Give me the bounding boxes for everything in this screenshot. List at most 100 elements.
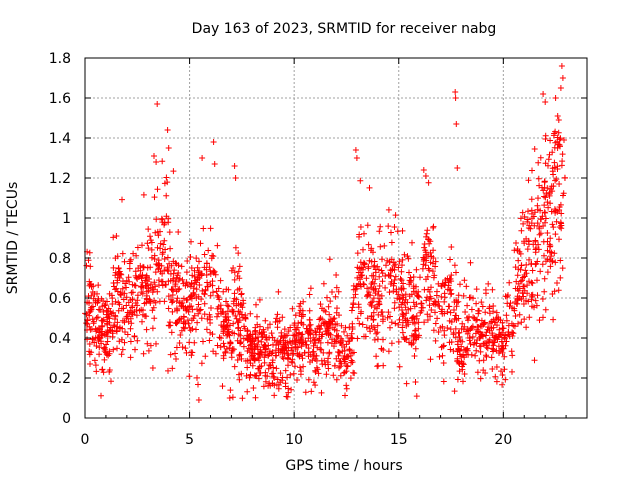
data-point [374, 336, 381, 343]
data-point [529, 167, 535, 174]
data-point [123, 302, 130, 309]
data-point [427, 356, 434, 363]
data-point [426, 236, 432, 243]
data-point [467, 259, 474, 266]
data-point [201, 311, 208, 318]
data-point [201, 251, 208, 258]
data-point [169, 292, 176, 298]
data-point [188, 238, 194, 245]
y-tick-label: 1.8 [49, 51, 71, 67]
data-point [206, 311, 213, 318]
data-point [239, 395, 246, 402]
data-point [394, 228, 401, 235]
data-point [556, 236, 562, 243]
data-point [526, 256, 532, 263]
data-point [559, 265, 566, 272]
data-point [319, 361, 326, 368]
data-point [151, 194, 158, 201]
data-point [231, 330, 238, 337]
data-point [401, 251, 408, 258]
data-point [336, 312, 342, 319]
data-point [151, 256, 158, 262]
data-point [98, 392, 104, 399]
data-point [397, 275, 404, 282]
data-point [454, 165, 461, 171]
data-point [190, 290, 197, 297]
data-points [82, 63, 568, 403]
data-point [357, 276, 364, 283]
data-point [548, 253, 554, 260]
data-point [489, 330, 496, 337]
data-point [242, 358, 249, 364]
data-point [532, 297, 539, 304]
data-point [267, 362, 274, 369]
data-point [559, 75, 566, 81]
data-point [114, 253, 121, 260]
data-point [251, 345, 258, 352]
data-point [322, 308, 329, 315]
data-point [413, 283, 419, 290]
data-point [220, 328, 227, 335]
data-point [404, 253, 411, 260]
data-point [335, 288, 342, 295]
data-point [539, 261, 546, 268]
data-point [166, 319, 173, 326]
data-point [472, 352, 479, 359]
data-point [133, 274, 140, 281]
data-point [142, 277, 149, 284]
data-point [129, 296, 136, 303]
data-point [92, 334, 99, 341]
data-point [380, 362, 387, 369]
data-point [421, 244, 428, 251]
data-point [279, 314, 286, 321]
data-point [290, 350, 297, 357]
data-point [367, 328, 374, 335]
data-point [297, 307, 304, 314]
data-point [155, 266, 162, 273]
data-point [133, 312, 140, 319]
data-point [374, 322, 381, 329]
data-point [391, 299, 398, 306]
data-point [517, 266, 524, 273]
data-point [101, 356, 108, 363]
data-point [392, 261, 399, 268]
data-point [315, 323, 322, 330]
data-point [236, 352, 243, 359]
data-point [341, 328, 347, 335]
data-point [271, 337, 278, 344]
data-point [364, 285, 371, 292]
data-point [466, 335, 473, 342]
data-point [372, 290, 379, 297]
x-tick-label: 10 [285, 432, 303, 448]
data-point [108, 378, 114, 385]
data-point [306, 291, 313, 298]
data-point [227, 322, 233, 329]
data-point [145, 245, 152, 252]
data-point [411, 331, 418, 338]
data-point [88, 306, 95, 313]
data-point [239, 304, 246, 311]
data-point [490, 303, 497, 309]
data-point [119, 325, 126, 332]
data-point [432, 337, 439, 344]
data-point [225, 331, 231, 338]
data-point [120, 305, 127, 312]
data-point [178, 327, 185, 334]
data-point [210, 269, 217, 276]
data-point [318, 389, 325, 396]
data-point [132, 346, 138, 353]
data-point [523, 324, 530, 331]
data-point [380, 336, 386, 343]
data-point [519, 277, 525, 284]
data-point [502, 293, 509, 300]
data-point [529, 280, 536, 287]
data-point [521, 238, 527, 245]
data-point [390, 288, 397, 295]
data-point [405, 255, 412, 262]
data-point [393, 286, 400, 293]
data-point [156, 298, 163, 305]
data-point [165, 305, 172, 312]
data-point [286, 338, 293, 345]
data-point [432, 263, 439, 270]
data-point [240, 343, 247, 350]
